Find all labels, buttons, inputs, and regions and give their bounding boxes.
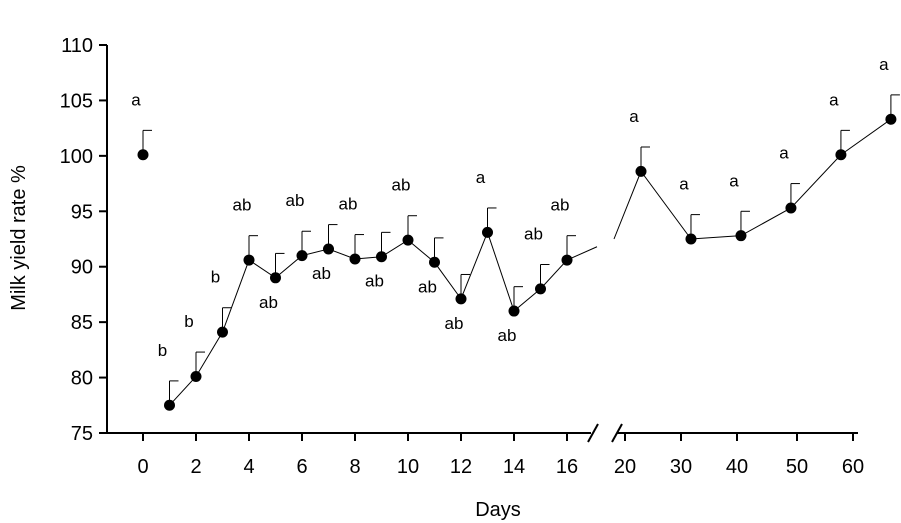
significance-label: ab <box>259 293 278 312</box>
data-point <box>217 326 228 338</box>
data-point <box>535 283 546 295</box>
y-tick-label: 85 <box>71 312 93 334</box>
data-point <box>685 233 697 245</box>
data-point <box>561 254 573 266</box>
x-tick-label: 6 <box>296 456 307 478</box>
data-point <box>296 250 308 262</box>
significance-label: b <box>211 268 220 287</box>
x-tick-label: 40 <box>726 456 748 478</box>
y-tick-label: 90 <box>71 257 93 279</box>
significance-label: a <box>879 55 889 74</box>
data-point <box>508 305 520 317</box>
y-axis-title: Milk yield rate % <box>8 165 30 311</box>
significance-label: ab <box>551 196 570 215</box>
data-point <box>429 256 440 268</box>
x-tick-label: 50 <box>786 456 808 478</box>
data-point <box>349 253 361 265</box>
significance-label: ab <box>233 196 252 215</box>
series-line <box>613 118 892 240</box>
data-point <box>482 226 493 238</box>
significance-label: ab <box>392 176 411 195</box>
significance-label: b <box>158 341 167 360</box>
significance-label: ab <box>312 264 331 283</box>
significance-label: ab <box>418 277 437 296</box>
x-tick-label: 0 <box>137 456 148 478</box>
significance-label: ab <box>339 195 358 214</box>
data-point <box>323 243 334 255</box>
data-point <box>376 251 387 263</box>
x-tick-label: 10 <box>397 456 419 478</box>
significance-label: ab <box>524 224 543 243</box>
data-point <box>635 165 647 177</box>
data-point <box>164 399 175 411</box>
axes: 75 80 85 90 95 100 105 110 0 2 4 6 8 10 12 14 16 20 30 40 50… <box>60 35 865 478</box>
data-point <box>270 272 281 284</box>
data-point <box>402 234 414 246</box>
significance-label: ab <box>445 314 464 333</box>
data-point <box>735 230 747 242</box>
x-tick-label: 60 <box>842 456 864 478</box>
x-tick-label: 20 <box>614 456 636 478</box>
data-point <box>885 113 897 125</box>
significance-label: a <box>729 171 739 190</box>
significance-label: a <box>131 90 141 109</box>
x-tick-label: 8 <box>349 456 360 478</box>
data-point <box>137 149 149 161</box>
x-tick-label: 4 <box>243 456 254 478</box>
x-axis-title: Days <box>475 499 521 521</box>
data-point <box>785 202 797 214</box>
x-tick-label: 14 <box>503 456 525 478</box>
significance-label: a <box>476 168 486 187</box>
y-tick-label: 100 <box>60 146 93 168</box>
y-tick-label: 95 <box>71 201 93 223</box>
significance-label: a <box>829 90 839 109</box>
y-tick-label: 80 <box>71 368 93 390</box>
axis-break-mark <box>587 423 599 443</box>
data-point <box>835 149 847 161</box>
significance-label: a <box>779 144 789 163</box>
x-tick-label: 30 <box>670 456 692 478</box>
data-point <box>243 254 255 266</box>
significance-label: ab <box>365 272 384 291</box>
significance-label: ab <box>286 191 305 210</box>
significance-label: a <box>679 175 689 194</box>
y-tick-label: 105 <box>60 90 93 112</box>
x-tick-label: 12 <box>450 456 472 478</box>
axis-break-mark <box>611 423 623 443</box>
significance-label: a <box>629 107 639 126</box>
data-point <box>190 370 202 382</box>
significance-label: ab <box>498 326 517 345</box>
y-tick-label: 110 <box>61 35 93 57</box>
data-point <box>455 293 467 305</box>
y-tick-label: 75 <box>71 423 93 445</box>
significance-label: b <box>184 312 193 331</box>
x-tick-label: 2 <box>190 456 201 478</box>
x-tick-label: 16 <box>556 456 578 478</box>
